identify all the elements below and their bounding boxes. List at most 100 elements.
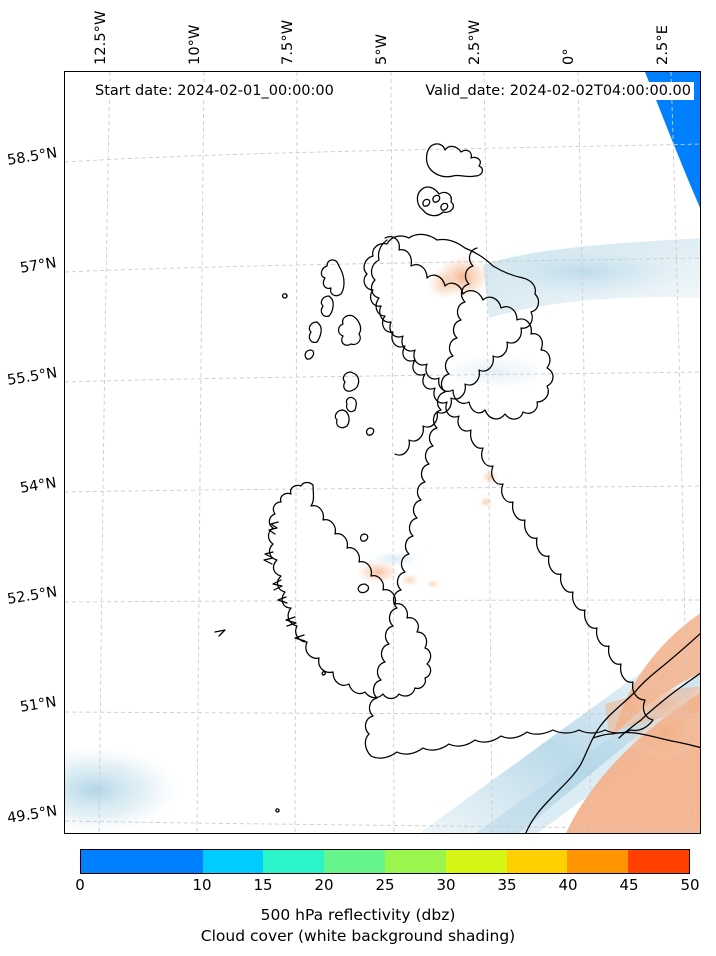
coast-arran [365, 427, 375, 436]
cloud-midlands-dot-2 [479, 496, 493, 508]
longitude-axis: 12.5°W 10°W 7.5°W 5°W 2.5°W 0° 2.5°E [64, 0, 701, 69]
reflectivity-layer [645, 72, 700, 208]
lat-tick-label: 55.5°N [5, 364, 59, 389]
colorbar-segment [506, 850, 568, 873]
lon-tick-label: 7.5°W [280, 19, 297, 65]
lat-tick-label: 57°N [19, 255, 58, 277]
cloud-cheshire-dot [426, 579, 440, 589]
coast-outer-hebrides-barra [304, 349, 315, 360]
lat-tick-label: 49.5°N [5, 803, 59, 827]
colorbar-tick-label: 20 [314, 876, 334, 894]
coast-continent [525, 632, 700, 833]
latitude-axis: 58.5°N 57°N 55.5°N 54°N 52.5°N 51°N 49.5°N [0, 71, 58, 834]
parallel-55.5N [65, 371, 700, 383]
parallel-51N [65, 711, 700, 715]
colorbar-segment [141, 850, 203, 873]
coast-great-britain [425, 143, 484, 178]
lat-tick-label: 54°N [19, 474, 58, 497]
cloud-channel-band [419, 629, 700, 833]
colorbar-tick-labels: 0 10 15 20 25 30 35 40 45 50 [75, 876, 699, 898]
colorbar-tick-label: 15 [253, 876, 273, 894]
lon-tick-label: 12.5°W [92, 10, 109, 65]
reflectivity-northeast-echo [645, 72, 700, 208]
caption-line-2: Cloud cover (white background shading) [200, 927, 516, 945]
colorbar-container: 0 10 15 20 25 30 35 40 45 50 [75, 849, 700, 894]
coast-islay [334, 409, 350, 429]
cloud-kent-core [631, 690, 691, 718]
colorbar-segment [384, 850, 446, 873]
map-clip [65, 72, 700, 833]
graticule [65, 72, 700, 833]
meridian-12.5W [98, 72, 111, 833]
coast-outer-hebrides-harris [320, 295, 334, 318]
lon-tick-label: 5°W [373, 33, 390, 65]
meridian-2.5E [670, 72, 690, 833]
coast-small-island-north [281, 293, 288, 299]
lat-tick-label: 51°N [19, 694, 58, 716]
cloud-cover-shading [65, 238, 700, 833]
colorbar-tick-label: 45 [619, 876, 639, 894]
coast-gb-main-outline [363, 233, 554, 456]
parallel-57N [65, 257, 700, 273]
cloud-southwest-approaches [65, 746, 181, 833]
colorbar-tick-label: 0 [75, 876, 85, 894]
lat-tick-label: 58.5°N [5, 145, 59, 169]
coast-mull [342, 371, 360, 392]
meridian-5W [390, 72, 395, 833]
cloud-east-scotland-streak [435, 354, 555, 390]
colorbar-segment [628, 850, 689, 873]
colorbar-tick-label: 10 [192, 876, 212, 894]
coast-outer-hebrides-lewis [320, 259, 345, 297]
meridian-7.5W [294, 72, 298, 833]
figure-caption: 500 hPa reflectivity (dbz) Cloud cover (… [0, 905, 716, 947]
cloud-midlands-dot-1 [481, 470, 499, 484]
cloud-nwales-dot [400, 573, 420, 587]
meridian-2.5W [483, 72, 493, 833]
coast-orkney [422, 194, 449, 211]
coastlines [214, 143, 700, 833]
caption-line-1: 500 hPa reflectivity (dbz) [260, 906, 456, 924]
colorbar-segment [263, 850, 325, 873]
lon-tick-label: 2.5°W [467, 19, 484, 65]
colorbar-tick-label: 30 [436, 876, 456, 894]
coast-isle-of-man [359, 533, 369, 542]
coast-small-island-sw [321, 671, 327, 676]
colorbar-segment [324, 850, 385, 873]
cloud-irish-sea-wisp [369, 551, 421, 567]
cloud-north-sea-core [475, 244, 695, 300]
coast-ireland [267, 481, 432, 700]
colorbar-segment [202, 850, 264, 873]
coast-skye [337, 314, 362, 346]
map-canvas [65, 72, 700, 833]
parallel-52.5N [65, 599, 700, 603]
cloud-moray-firth-west [427, 268, 459, 300]
coast-outer-hebrides-uist [308, 321, 322, 344]
colorbar-segment [81, 850, 142, 873]
meridian-10W [196, 72, 205, 833]
map-plot-area: Start date: 2024-02-01_00:00:00 Valid_da… [64, 71, 701, 834]
coast-ireland-west-detail [214, 521, 306, 642]
parallel-49.5N [65, 820, 700, 830]
parallel-58.5N [65, 143, 700, 163]
lon-tick-label: 0° [561, 48, 578, 65]
colorbar-tick-label: 50 [680, 876, 700, 894]
colorbar [80, 849, 690, 874]
colorbar-tick-label: 40 [558, 876, 578, 894]
parallel-54N [65, 485, 700, 493]
coast-gb-mainland [416, 186, 455, 217]
coast-north-france [618, 672, 700, 739]
colorbar-tick-label: 35 [497, 876, 517, 894]
coast-jura [345, 396, 357, 413]
colorbar-segment [445, 850, 507, 873]
lat-tick-label: 52.5°N [5, 584, 59, 609]
colorbar-segment [567, 850, 629, 873]
lon-tick-label: 10°W [186, 24, 203, 65]
coast-anglesey [357, 583, 370, 594]
start-date-label: Start date: 2024-02-01_00:00:00 [92, 82, 337, 100]
valid-date-label: Valid_date: 2024-02-02T04:00:00.00 [422, 82, 694, 100]
lon-tick-label: 2.5°E [654, 25, 671, 65]
colorbar-tick-label: 25 [375, 876, 395, 894]
coast-scilly [275, 808, 280, 813]
meridian-0 [577, 72, 592, 833]
